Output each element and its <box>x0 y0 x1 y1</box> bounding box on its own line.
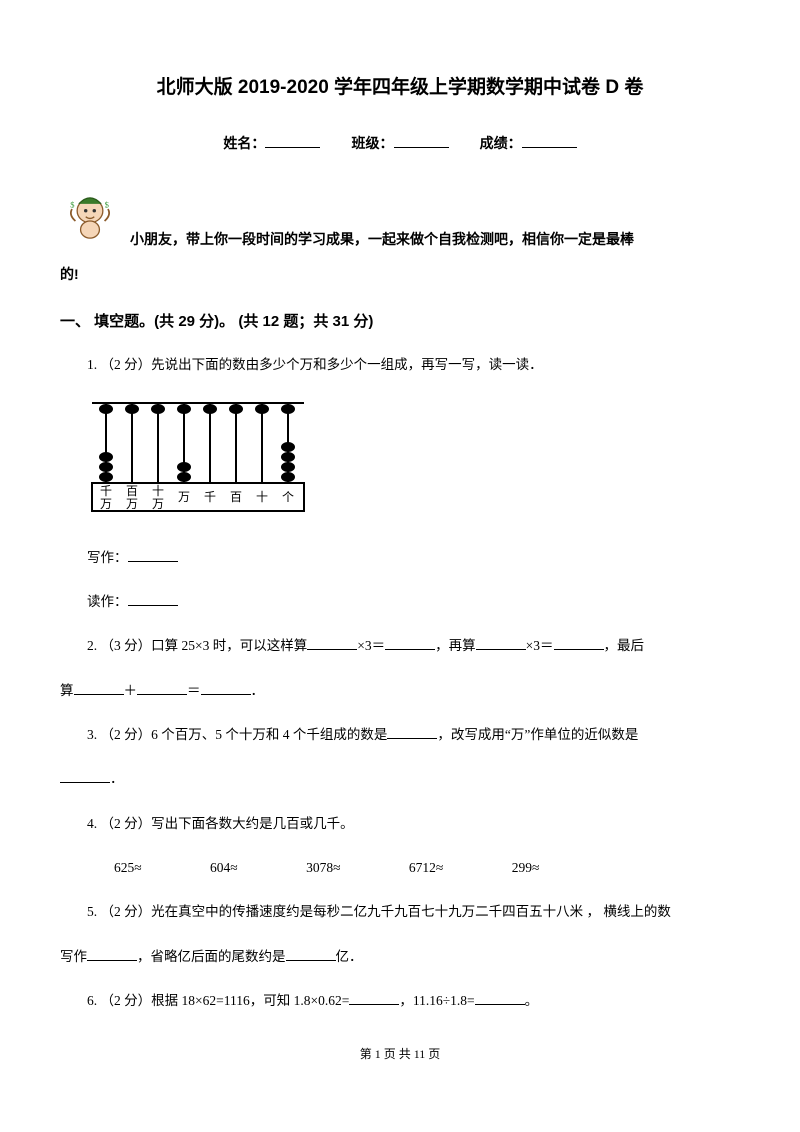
q1-write: 写作： <box>60 544 740 572</box>
q1-read-blank[interactable] <box>128 592 178 606</box>
q2-blank4[interactable] <box>554 637 604 651</box>
score-label: 成绩： <box>480 135 522 151</box>
q2-blank5[interactable] <box>74 681 124 695</box>
svg-text:百: 百 <box>230 490 242 504</box>
svg-text:千: 千 <box>100 484 112 498</box>
q4-items: 625≈ 604≈ 3078≈ 6712≈ 299≈ <box>60 854 740 882</box>
q5-blank2[interactable] <box>286 947 336 961</box>
class-blank[interactable] <box>394 134 449 148</box>
intro-text-2: 的! <box>60 259 740 290</box>
svg-text:万: 万 <box>152 497 164 511</box>
svg-text:万: 万 <box>100 497 112 511</box>
q2-blank3[interactable] <box>476 637 526 651</box>
mascot-icon: $ $ <box>60 185 130 256</box>
q3-text: 3. （2 分）6 个百万、5 个十万和 4 个千组成的数是，改写成用“万”作单… <box>60 721 740 749</box>
q5-text: 5. （2 分）光在真空中的传播速度约是每秒二亿九千九百七十九万二千四百五十八米… <box>60 898 740 926</box>
svg-text:$: $ <box>70 199 75 209</box>
abacus-figure: 千万 百万 十万 万 千 百 十 个 <box>88 395 308 526</box>
q2-text: 2. （3 分）口算 25×3 时，可以这样算×3＝，再算×3＝，最后 <box>60 632 740 660</box>
q2-blank1[interactable] <box>307 637 357 651</box>
svg-text:十: 十 <box>256 490 268 504</box>
svg-text:十: 十 <box>152 484 164 498</box>
name-label: 姓名： <box>223 135 265 151</box>
svg-text:百: 百 <box>126 484 138 498</box>
page-title: 北师大版 2019-2020 学年四年级上学期数学期中试卷 D 卷 <box>60 70 740 106</box>
q6-blank2[interactable] <box>475 991 525 1005</box>
q5-blank1[interactable] <box>87 947 137 961</box>
q2-line2: 算＋＝． <box>60 677 740 705</box>
q4-text: 4. （2 分）写出下面各数大约是几百或几千。 <box>60 810 740 838</box>
q2-blank7[interactable] <box>201 681 251 695</box>
q2-blank6[interactable] <box>137 681 187 695</box>
q4-item: 299≈ <box>485 854 540 882</box>
q4-item: 625≈ <box>87 854 142 882</box>
svg-text:个: 个 <box>282 490 294 504</box>
q1-text: 1. （2 分）先说出下面的数由多少个万和多少个一组成，再写一写，读一读． <box>60 351 740 379</box>
svg-text:$: $ <box>105 199 110 209</box>
q6-text: 6. （2 分）根据 18×62=1116，可知 1.8×0.62=，11.16… <box>60 987 740 1015</box>
q3-blank1[interactable] <box>387 725 437 739</box>
q4-item: 604≈ <box>183 854 238 882</box>
score-blank[interactable] <box>522 134 577 148</box>
q3-blank2[interactable] <box>60 770 110 784</box>
q1-read: 读作： <box>60 588 740 616</box>
section-heading: 一、 填空题。(共 29 分)。 (共 12 题；共 31 分) <box>60 308 740 337</box>
intro-text-1: 小朋友，带上你一段时间的学习成果，一起来做个自我检测吧，相信你一定是最棒 <box>130 224 634 255</box>
svg-text:千: 千 <box>204 490 216 504</box>
q2-blank2[interactable] <box>385 637 435 651</box>
student-info-line: 姓名： 班级： 成绩： <box>60 130 740 157</box>
q6-blank1[interactable] <box>349 991 399 1005</box>
name-blank[interactable] <box>265 134 320 148</box>
svg-text:万: 万 <box>178 490 190 504</box>
svg-text:万: 万 <box>126 497 138 511</box>
q3-line2: ． <box>60 765 740 793</box>
q4-item: 3078≈ <box>279 854 340 882</box>
class-label: 班级： <box>352 135 394 151</box>
q4-item: 6712≈ <box>382 854 443 882</box>
q5-line2: 写作，省略亿后面的尾数约是亿． <box>60 943 740 971</box>
q1-write-blank[interactable] <box>128 548 178 562</box>
page-footer: 第 1 页 共 11 页 <box>60 1043 740 1066</box>
